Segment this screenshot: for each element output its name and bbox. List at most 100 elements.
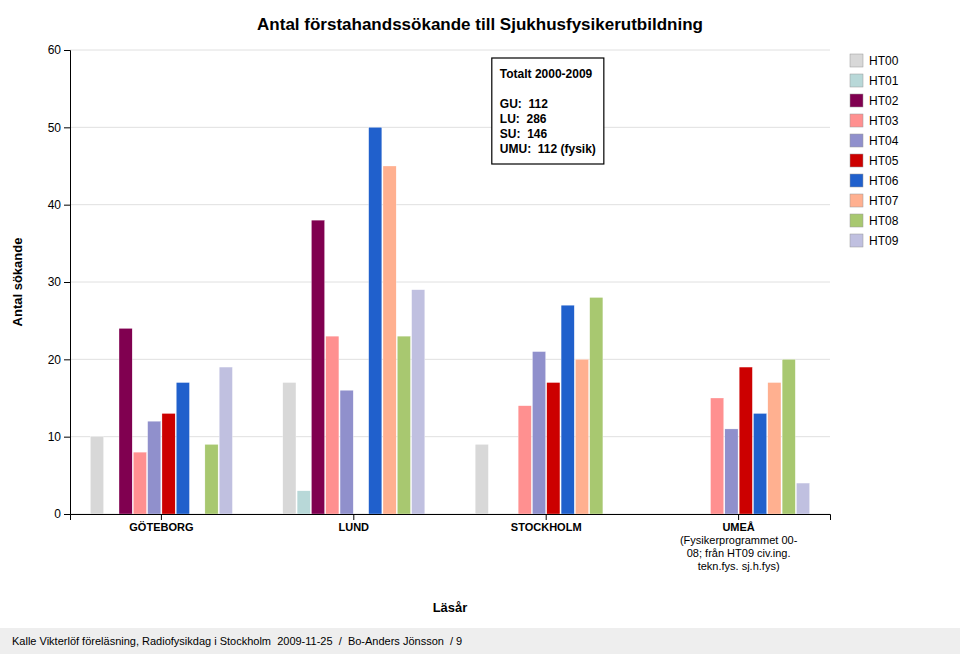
legend-item: HT06	[850, 174, 899, 188]
bar-series	[119, 220, 325, 514]
y-tick-mark	[64, 514, 70, 515]
y-tick: 10	[48, 430, 70, 444]
legend-item: HT02	[850, 94, 899, 108]
annotation-box	[492, 58, 604, 164]
bar	[90, 437, 103, 514]
bar	[668, 514, 681, 515]
bar	[119, 328, 132, 514]
y-tick-mark	[64, 50, 70, 51]
legend-item: HT04	[850, 134, 899, 148]
y-axis-title: Antal sökande	[10, 238, 25, 327]
x-tick: GÖTEBORG	[129, 514, 193, 533]
y-tick-mark	[64, 437, 70, 438]
y-tick: 30	[48, 275, 70, 289]
legend-item: HT07	[850, 194, 899, 208]
legend-swatch	[850, 234, 863, 247]
annotation-line: LU: 286	[500, 112, 547, 126]
bar	[148, 421, 161, 514]
legend-label: HT03	[869, 114, 899, 128]
y-tick-label: 0	[54, 507, 61, 521]
bar	[696, 514, 709, 515]
x-tick-label-line: tekn.fys. sj.h.fys)	[698, 560, 780, 572]
annotation-text: Totalt 2000-2009 GU: 112LU: 286SU: 146UM…	[500, 67, 596, 156]
bar-series	[133, 336, 723, 514]
x-tick-label: UMEÅ(Fysikerprogrammet 00-08; från HT09 …	[680, 521, 798, 573]
bar	[354, 514, 367, 515]
y-tick-label: 30	[48, 275, 62, 289]
bar	[326, 336, 339, 514]
x-tick-label-line: GÖTEBORG	[129, 521, 193, 533]
legend-swatch	[850, 154, 863, 167]
x-axis-title: Läsår	[433, 600, 468, 615]
legend-label: HT06	[869, 174, 899, 188]
bar-series	[176, 127, 766, 514]
y-tick-label: 40	[48, 198, 62, 212]
bar	[383, 166, 396, 514]
annotation: Totalt 2000-2009 GU: 112LU: 286SU: 146UM…	[492, 58, 604, 164]
legend-swatch	[850, 134, 863, 147]
legend-label: HT00	[869, 54, 899, 68]
bar	[590, 297, 603, 514]
y-tick-mark	[64, 127, 70, 128]
bar	[297, 491, 310, 514]
grid-line	[70, 127, 830, 128]
bar	[518, 406, 531, 514]
y-tick: 60	[48, 43, 70, 57]
y-axis-line	[64, 51, 71, 515]
y-tick-label: 60	[48, 43, 62, 57]
y-axis: 0102030405060	[48, 43, 71, 521]
x-tick-label: STOCKHOLM	[511, 521, 582, 533]
legend-swatch	[850, 54, 863, 67]
bar	[490, 514, 503, 515]
bar	[753, 413, 766, 514]
legend-item: HT05	[850, 154, 899, 168]
annotation-line: SU: 146	[500, 127, 548, 141]
bar	[561, 305, 574, 514]
annotation-line: UMU: 112 (fysik)	[500, 142, 596, 156]
bar	[768, 383, 781, 514]
bar-series	[90, 383, 488, 514]
bar	[205, 444, 218, 514]
bar	[682, 514, 695, 515]
legend-swatch	[850, 74, 863, 87]
legend-label: HT05	[869, 154, 899, 168]
legend-swatch	[850, 94, 863, 107]
legend-item: HT09	[850, 234, 899, 248]
legend-item: HT01	[850, 74, 899, 88]
x-tick-label-line: (Fysikerprogrammet 00-	[680, 534, 798, 546]
y-tick: 0	[54, 507, 70, 521]
bar-series	[162, 367, 752, 514]
bar	[105, 514, 118, 515]
legend-label: HT08	[869, 214, 899, 228]
y-tick-label: 50	[48, 121, 62, 135]
annotation-line: GU: 112	[500, 97, 548, 111]
bar	[191, 514, 204, 515]
x-tick-mark	[738, 514, 739, 520]
grid	[70, 50, 830, 514]
bar	[739, 367, 752, 514]
annotation-line	[500, 82, 503, 96]
legend-item: HT08	[850, 214, 899, 228]
bar-series	[205, 297, 795, 514]
bar	[725, 429, 738, 514]
bar	[219, 367, 232, 514]
bar	[162, 413, 175, 514]
bar-series	[148, 352, 738, 514]
y-tick-mark	[64, 282, 70, 283]
bar	[532, 352, 545, 514]
annotation-line: Totalt 2000-2009	[500, 67, 593, 81]
legend-label: HT04	[869, 134, 899, 148]
bar	[133, 452, 146, 514]
bar	[283, 383, 296, 514]
bar	[340, 390, 353, 514]
legend-item: HT00	[850, 54, 899, 68]
bar	[311, 220, 324, 514]
grid-line	[70, 50, 830, 51]
x-tick-mark	[161, 514, 162, 520]
y-tick-mark	[64, 205, 70, 206]
bar	[575, 359, 588, 514]
x-tick-label-line: LUND	[339, 521, 370, 533]
bar	[711, 398, 724, 514]
bar	[475, 444, 488, 514]
x-tick-label-line: UMEÅ	[722, 521, 754, 533]
